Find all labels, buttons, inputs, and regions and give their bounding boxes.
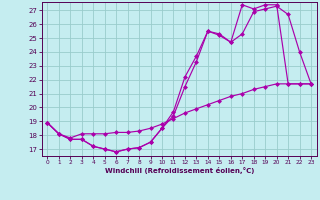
X-axis label: Windchill (Refroidissement éolien,°C): Windchill (Refroidissement éolien,°C)	[105, 167, 254, 174]
